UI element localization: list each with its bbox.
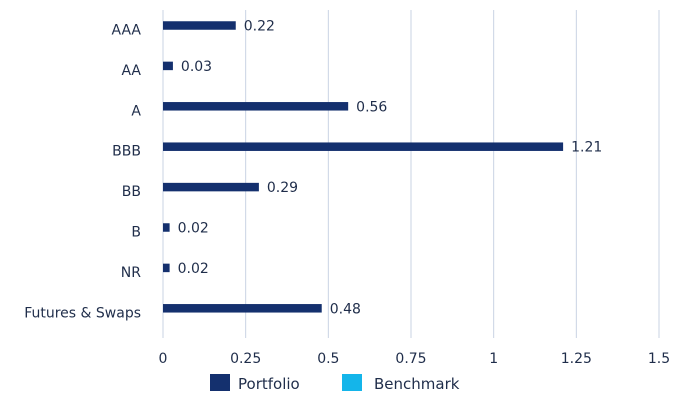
x-tick-label: 0.25 bbox=[230, 351, 261, 367]
category-label: BBB bbox=[112, 144, 141, 160]
bars bbox=[163, 21, 564, 313]
category-label: Futures & Swaps bbox=[24, 305, 141, 321]
data-label: 0.03 bbox=[181, 59, 212, 75]
bar-portfolio bbox=[163, 21, 236, 30]
data-label: 0.56 bbox=[356, 99, 387, 115]
data-labels: 0.22 0.03 0.56 1.21 0.29 0.02 0.02 0.48 bbox=[178, 19, 603, 318]
bar-portfolio bbox=[163, 102, 349, 111]
legend-label: Benchmark bbox=[374, 375, 460, 393]
x-tick-label: 0.5 bbox=[317, 351, 339, 367]
data-label: 0.02 bbox=[178, 261, 209, 277]
legend-swatch bbox=[210, 374, 230, 391]
legend-label: Portfolio bbox=[238, 375, 300, 393]
category-label: B bbox=[131, 225, 141, 241]
bar-portfolio bbox=[163, 263, 170, 273]
data-label: 0.22 bbox=[244, 19, 275, 35]
bar-portfolio bbox=[163, 182, 259, 192]
grid-lines bbox=[162, 10, 660, 338]
x-tick-label: 0.75 bbox=[395, 351, 426, 367]
legend: Portfolio Benchmark bbox=[210, 374, 460, 393]
data-label: 0.29 bbox=[267, 180, 298, 196]
bar-portfolio bbox=[163, 223, 170, 232]
legend-swatch bbox=[342, 374, 362, 391]
data-label: 1.21 bbox=[571, 140, 602, 156]
category-label: AAA bbox=[111, 23, 141, 39]
bar-portfolio bbox=[163, 304, 322, 313]
category-label: A bbox=[131, 103, 141, 119]
category-label: NR bbox=[121, 265, 141, 281]
data-label: 0.48 bbox=[330, 301, 361, 317]
x-axis-ticks: 0 0.25 0.5 0.75 1 1.25 1.5 bbox=[159, 351, 671, 367]
bar-portfolio bbox=[163, 142, 564, 151]
bar-portfolio bbox=[163, 61, 173, 71]
x-tick-label: 1.25 bbox=[561, 351, 592, 367]
x-tick-label: 1 bbox=[489, 351, 498, 367]
x-tick-label: 1.5 bbox=[648, 351, 670, 367]
category-label: AA bbox=[121, 63, 141, 79]
category-label: BB bbox=[122, 184, 141, 200]
x-tick-label: 0 bbox=[159, 351, 168, 367]
data-label: 0.02 bbox=[178, 221, 209, 237]
